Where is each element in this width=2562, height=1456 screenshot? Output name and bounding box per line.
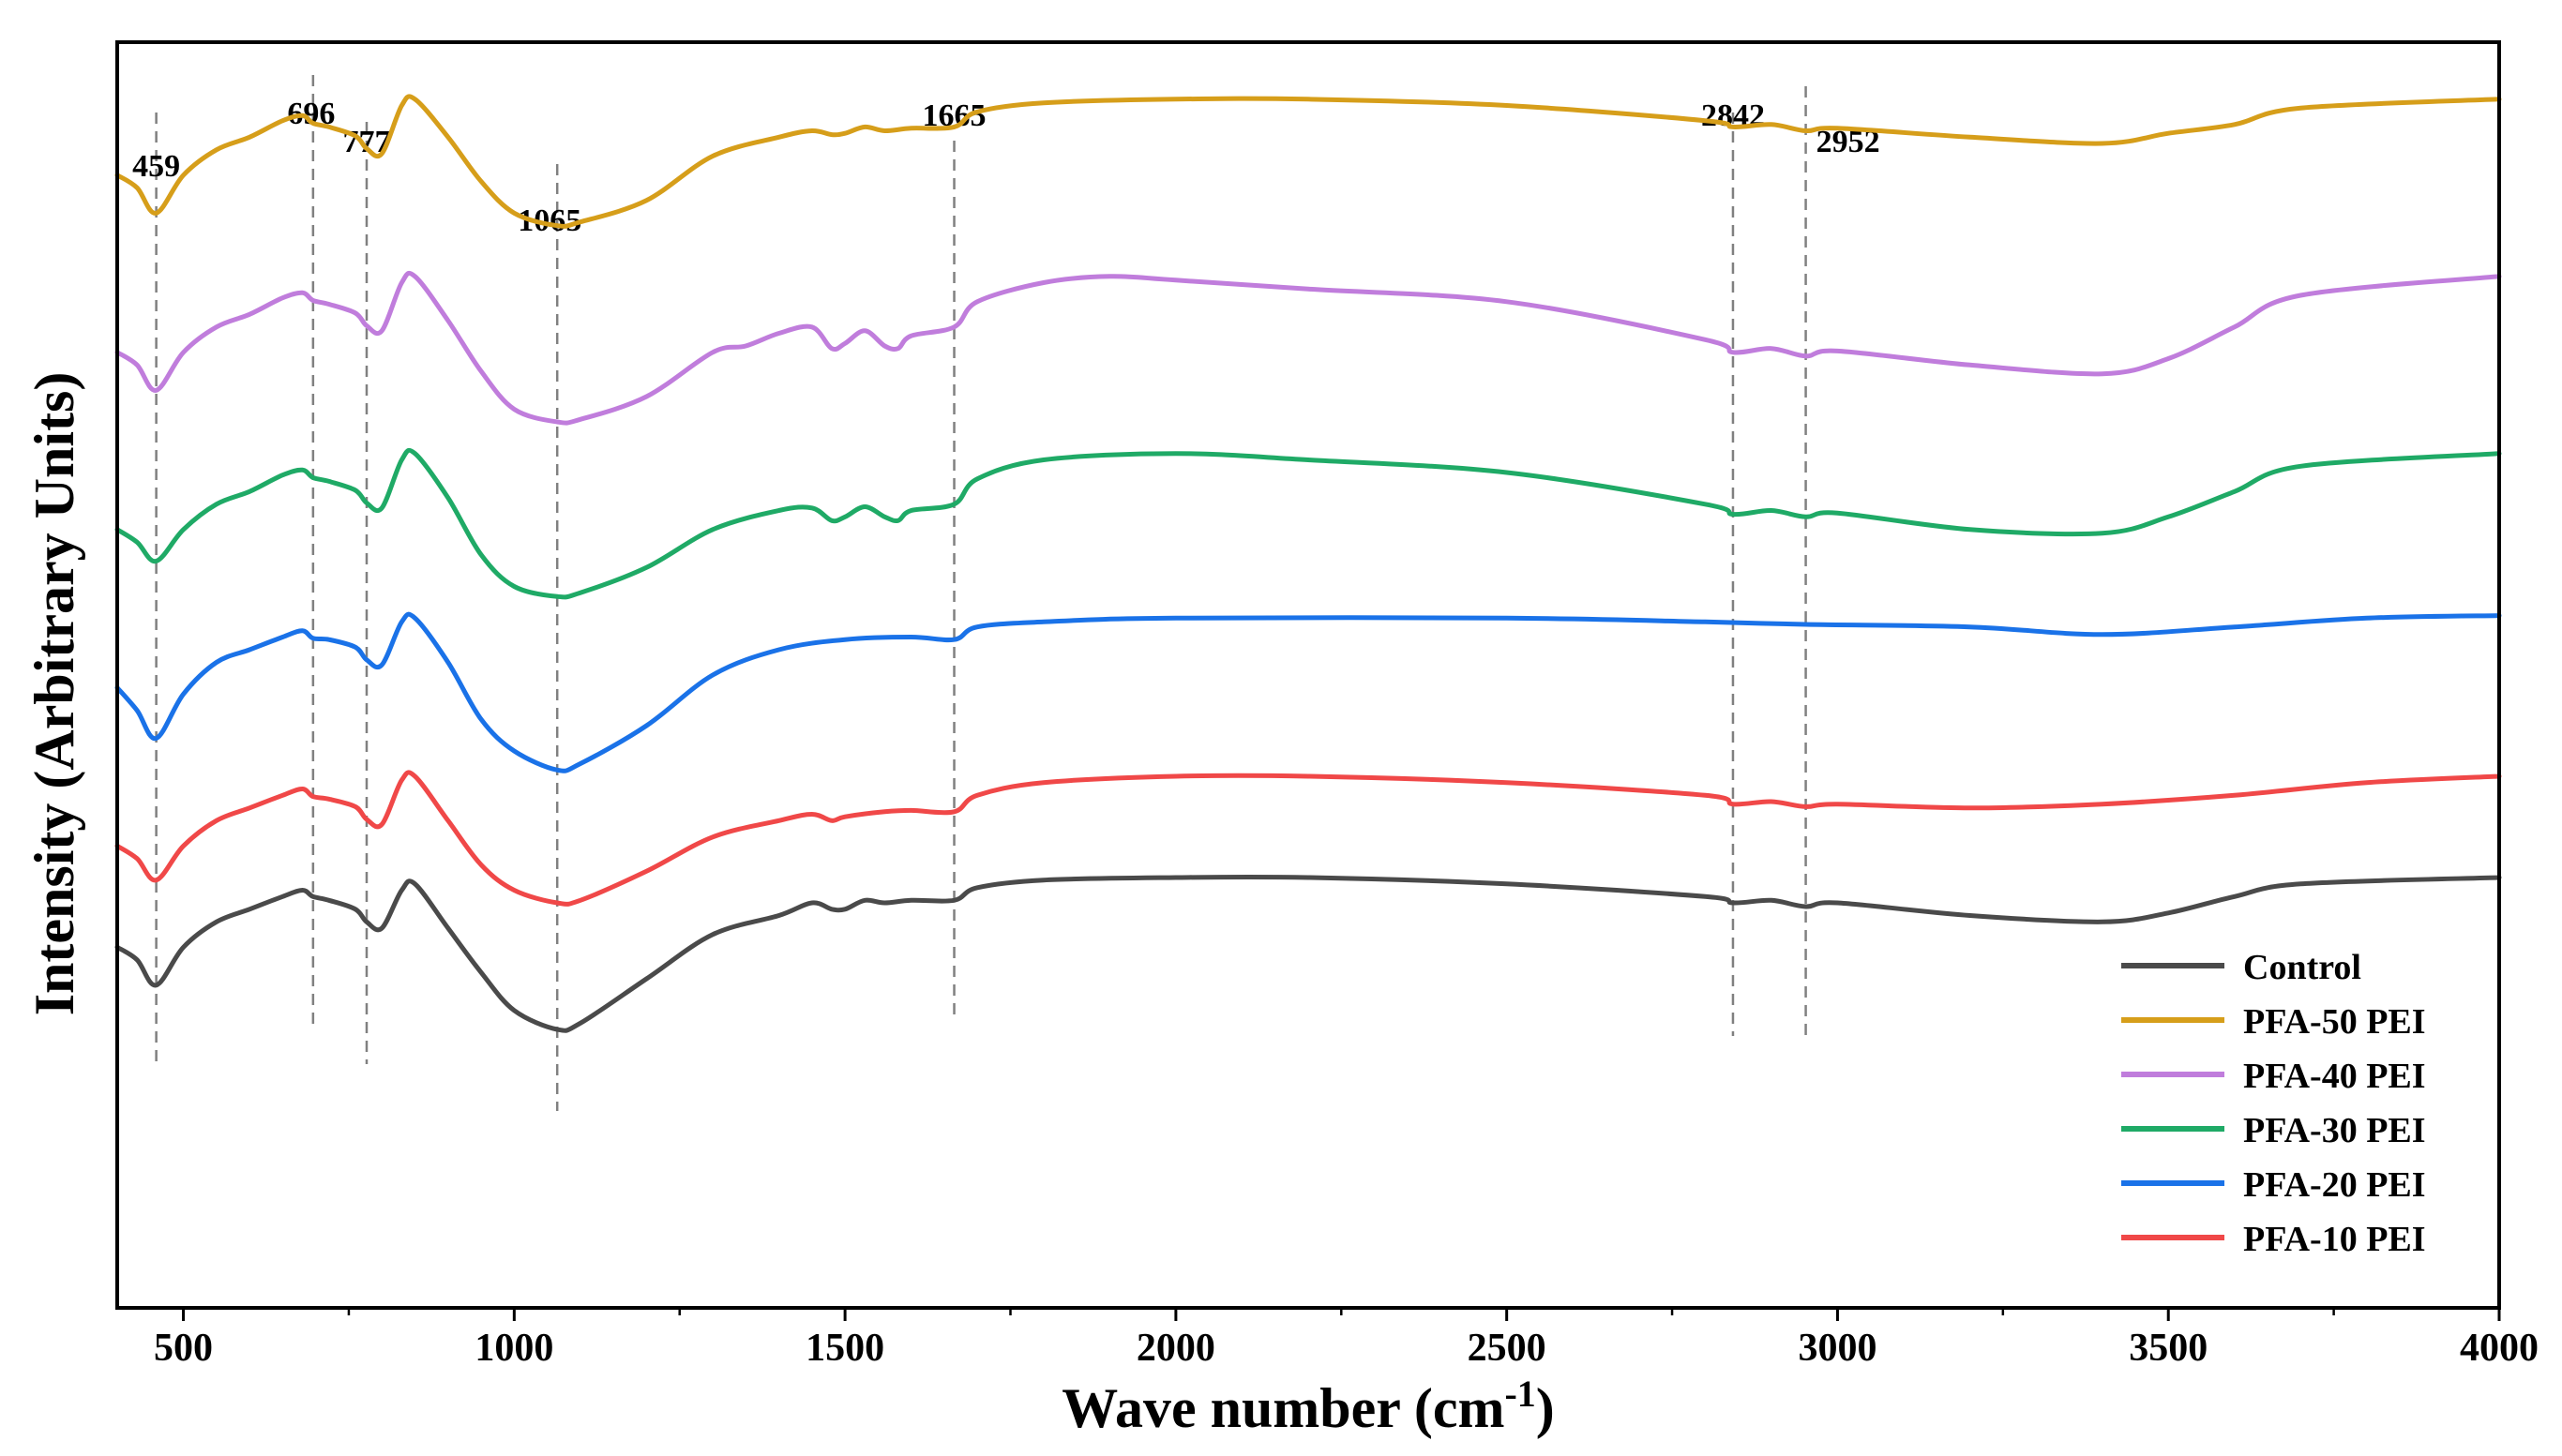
- x-tick-label-5: 3000: [1798, 1327, 1876, 1370]
- legend-label-0: Control: [2243, 948, 2361, 987]
- x-tick-label-7: 4000: [2460, 1327, 2539, 1370]
- x-axis-title-main: Wave number (cm: [1062, 1377, 1504, 1439]
- x-tick-label-6: 3500: [2129, 1327, 2208, 1370]
- x-tick-label-4: 2500: [1468, 1327, 1546, 1370]
- x-axis-title-close: ): [1536, 1377, 1555, 1439]
- series-line-2: [114, 270, 2502, 426]
- plot-frame: [115, 40, 2501, 1310]
- x-axis-ticks: 500 1000 1500 2000 2500 3000 3500 4000: [154, 1308, 2539, 1370]
- legend-label-4: PFA-20 PEI: [2243, 1165, 2426, 1205]
- legend-label-3: PFA-30 PEI: [2243, 1111, 2426, 1150]
- series-line-5: [114, 770, 2502, 907]
- series-line-3: [114, 447, 2502, 600]
- series-lines: [114, 94, 2502, 1033]
- series-line-4: [114, 611, 2502, 773]
- legend: Control PFA-50 PEI PFA-40 PEI PFA-30 PEI PFA…: [2121, 948, 2426, 1259]
- legend-label-1: PFA-50 PEI: [2243, 1002, 2426, 1042]
- series-line-1: [114, 94, 2502, 229]
- x-tick-label-3: 2000: [1137, 1327, 1215, 1370]
- x-tick-label-1: 1000: [475, 1327, 553, 1370]
- y-axis-title: Intensity (Arbitrary Units): [23, 372, 85, 1016]
- legend-label-2: PFA-40 PEI: [2243, 1057, 2426, 1096]
- legend-label-5: PFA-10 PEI: [2243, 1220, 2426, 1259]
- x-axis-title: Wave number (cm-1): [1062, 1373, 1555, 1440]
- x-tick-label-2: 1500: [806, 1327, 884, 1370]
- series-line-0: [114, 874, 2502, 1033]
- x-axis-title-sup: -1: [1504, 1373, 1535, 1415]
- x-tick-label-0: 500: [154, 1327, 213, 1370]
- peak-label-0: 459: [132, 149, 180, 184]
